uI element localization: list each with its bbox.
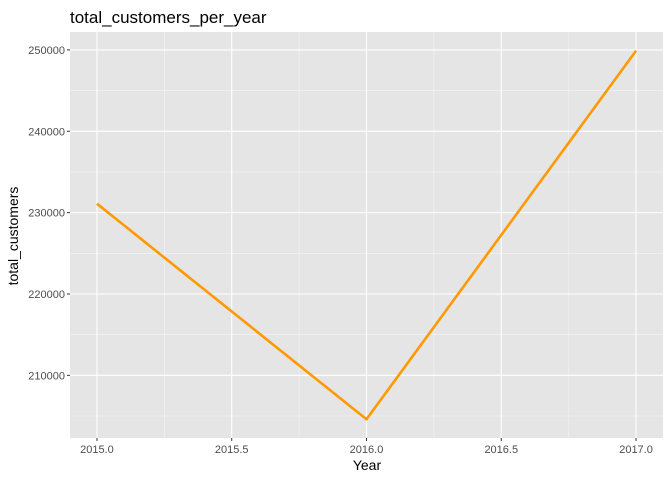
y-axis-ticks: 210000 220000 230000 240000 250000 bbox=[28, 45, 70, 382]
x-tick-label: 2016.0 bbox=[350, 444, 384, 456]
x-tick-label: 2015.5 bbox=[215, 444, 249, 456]
y-tick-label: 230000 bbox=[28, 208, 65, 220]
x-tick-label: 2017.0 bbox=[619, 444, 653, 456]
x-tick-label: 2016.5 bbox=[484, 444, 518, 456]
x-axis-title: Year bbox=[353, 457, 382, 473]
x-tick-label: 2015.0 bbox=[80, 444, 114, 456]
y-tick-label: 250000 bbox=[28, 45, 65, 57]
y-axis-title: total_customers bbox=[5, 187, 21, 286]
x-axis-ticks: 2015.0 2015.5 2016.0 2016.5 2017.0 bbox=[80, 438, 653, 456]
chart-title: total_customers_per_year bbox=[70, 8, 267, 27]
series-line bbox=[96, 49, 638, 421]
major-gridlines bbox=[70, 32, 663, 438]
y-tick-label: 220000 bbox=[28, 289, 65, 301]
series-layer bbox=[96, 49, 638, 421]
y-tick-label: 210000 bbox=[28, 370, 65, 382]
y-tick-label: 240000 bbox=[28, 126, 65, 138]
